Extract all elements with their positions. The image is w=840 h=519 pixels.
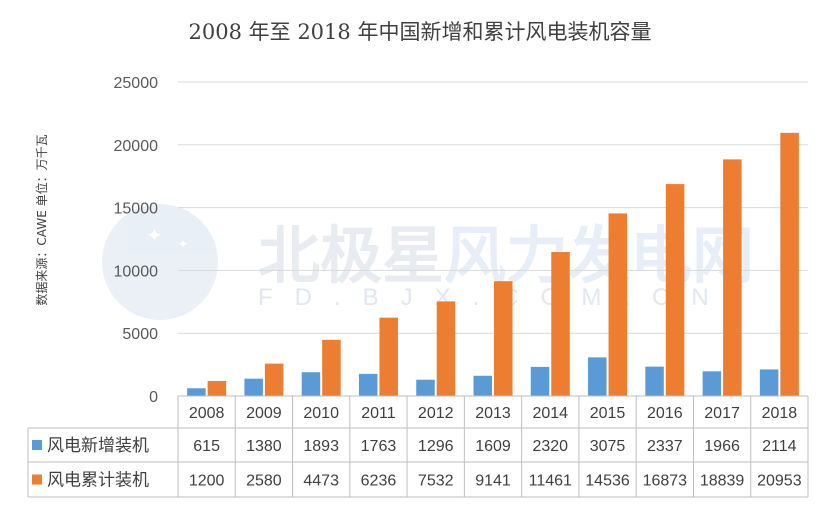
watermark-en: FD.BJX.COM.CN — [258, 284, 731, 311]
watermark-cn: 北极星风力发电网 — [258, 219, 754, 292]
y-axis-ticks: 0 5000 10000 15000 20000 25000 — [114, 75, 159, 406]
bar-cumulative-installed — [436, 301, 456, 396]
table-value: 1893 — [303, 438, 339, 455]
x-category-label: 2012 — [418, 405, 454, 422]
y-axis-label: 数据来源：CAWE 单位：万千瓦 — [34, 134, 49, 305]
x-category-label: 2018 — [762, 405, 798, 422]
bar-new-installed — [473, 375, 492, 396]
y-tick-label: 25000 — [114, 75, 159, 92]
table-value: 2114 — [762, 438, 797, 455]
table-value: 4473 — [303, 473, 339, 490]
table-value: 9141 — [475, 473, 511, 490]
bar-new-installed — [244, 378, 263, 396]
table-value: 16873 — [643, 473, 688, 490]
table-value: 1966 — [704, 438, 740, 455]
bar-new-installed — [588, 357, 607, 396]
table-value: 1380 — [246, 438, 282, 455]
table-value: 3075 — [590, 438, 626, 455]
bar-new-installed — [702, 371, 722, 396]
table-value: 2580 — [246, 473, 282, 490]
chart-title: 2008 年至 2018 年中国新增和累计风电装机容量 — [189, 20, 652, 44]
legend-label: 风电新增装机 — [47, 436, 149, 456]
gridlines — [178, 81, 808, 334]
bar-new-installed — [416, 379, 435, 396]
bar-cumulative-installed — [551, 252, 570, 396]
table-value: 1200 — [189, 473, 225, 490]
x-category-label: 2016 — [647, 405, 683, 422]
x-category-label: 2008 — [189, 405, 225, 422]
bar-cumulative-installed — [207, 380, 227, 396]
bar-new-installed — [759, 369, 779, 396]
table-value: 7532 — [418, 473, 454, 490]
bars — [187, 132, 799, 396]
table-value: 1609 — [475, 438, 511, 455]
x-category-label: 2014 — [532, 405, 568, 422]
table-value: 18839 — [700, 473, 745, 490]
legend-label: 风电累计装机 — [47, 471, 149, 491]
watermark-cn-blue: 风力发电网 — [444, 219, 754, 292]
watermark-logo — [102, 204, 218, 320]
x-category-label: 2017 — [704, 405, 740, 422]
table-value: 6236 — [361, 473, 397, 490]
y-tick-label: 0 — [149, 389, 158, 406]
bar-new-installed — [645, 366, 664, 396]
table-value: 2320 — [532, 438, 568, 455]
bar-cumulative-installed — [723, 159, 742, 396]
x-category-label: 2009 — [246, 405, 282, 422]
table-value: 11461 — [529, 473, 572, 490]
bar-cumulative-installed — [665, 184, 685, 396]
table-value: 2337 — [647, 438, 683, 455]
table-value: 1296 — [418, 438, 454, 455]
bar-cumulative-installed — [608, 213, 628, 396]
y-tick-label: 10000 — [114, 263, 159, 280]
watermark-cn-dark: 北极星 — [258, 219, 444, 292]
bar-cumulative-installed — [379, 317, 398, 396]
data-table: 2008 2009 2010 2011 2012 2013 2014 2015 2016 2017… — [27, 395, 809, 498]
y-tick-label: 20000 — [114, 138, 159, 155]
watermark-logo-star: ✦ — [146, 223, 163, 247]
table-value: 14536 — [585, 473, 630, 490]
x-category-label: 2010 — [303, 405, 339, 422]
x-category-label: 2015 — [590, 405, 626, 422]
table-value: 615 — [193, 438, 220, 455]
bar-cumulative-installed — [780, 132, 799, 396]
watermark-logo-star-2: ✦ — [178, 237, 188, 251]
x-category-label: 2013 — [475, 405, 511, 422]
bar-new-installed — [301, 372, 321, 396]
bar-new-installed — [358, 373, 378, 396]
table-value: 1763 — [361, 438, 397, 455]
y-tick-label: 5000 — [122, 326, 158, 343]
bar-new-installed — [187, 388, 206, 396]
legend-swatch — [32, 440, 42, 450]
bar-cumulative-installed — [322, 339, 341, 396]
bar-new-installed — [530, 366, 550, 396]
watermark: ✦ ✦ 北极星风力发电网 FD.BJX.COM.CN — [102, 204, 754, 320]
bar-cumulative-installed — [494, 281, 513, 396]
y-tick-label: 15000 — [114, 201, 159, 218]
x-category-label: 2011 — [361, 405, 396, 422]
table-value: 20953 — [757, 473, 802, 490]
legend-swatch — [32, 474, 42, 485]
bar-cumulative-installed — [264, 363, 284, 396]
